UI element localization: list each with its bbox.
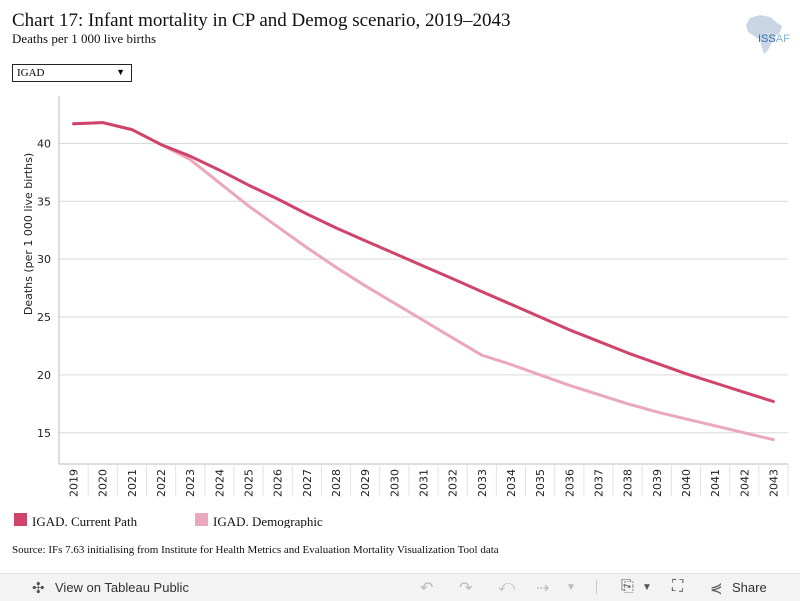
y-tick-label: 25 (37, 311, 51, 324)
legend-item-demographic[interactable]: IGAD. Demographic (195, 512, 365, 528)
x-tick-label: 2029 (359, 469, 372, 497)
tableau-toolbar: ✣ View on Tableau Public ↶ ↷ ⤺ ⇢ ▼ ⎘ ▼ ⛶… (0, 573, 800, 601)
legend-label-current-path: IGAD. Current Path (32, 514, 138, 528)
tableau-logo-icon: ✣ (32, 580, 45, 597)
undo-icon[interactable]: ↶ (420, 580, 434, 597)
x-tick-label: 2027 (301, 469, 314, 497)
legend-swatch-demographic (195, 513, 208, 526)
x-tick-label: 2023 (184, 469, 197, 497)
legend-label-demographic: IGAD. Demographic (213, 514, 323, 528)
x-tick-label: 2036 (563, 469, 576, 497)
x-tick-label: 2031 (418, 469, 431, 497)
download-icon[interactable]: ⎘ (621, 578, 634, 595)
chevron-down-icon: ▼ (116, 67, 125, 77)
y-tick-label: 20 (37, 369, 51, 382)
source-note: Source: IFs 7.63 initialising from Insti… (12, 544, 499, 556)
gridlines (59, 142, 788, 434)
y-tick-label: 15 (37, 427, 51, 440)
x-tick-label: 2040 (680, 469, 693, 497)
chart-subtitle: Deaths per 1 000 live births (12, 31, 157, 46)
share-icon: ⋞ (710, 580, 723, 597)
x-tick-label: 2034 (505, 469, 518, 497)
region-filter-dropdown[interactable]: IGAD ▼ (12, 64, 132, 82)
x-tick-label: 2021 (126, 469, 139, 497)
y-axis-label: Deaths (per 1 000 live births) (22, 153, 35, 315)
series-line-igad-current-path (72, 121, 775, 403)
x-tick-label: 2038 (622, 469, 635, 497)
iss-africa-logo (746, 15, 782, 54)
x-tick-label: 2039 (651, 469, 664, 497)
fullscreen-icon[interactable]: ⛶ (672, 578, 684, 595)
x-tick-label: 2030 (388, 469, 401, 497)
toolbar-divider (596, 580, 597, 594)
redo-icon[interactable]: ↷ (459, 580, 473, 597)
share-label: Share (732, 580, 767, 595)
logo-text: ISSAF (758, 33, 790, 45)
x-tick-label: 2035 (534, 469, 547, 497)
y-tick-label: 35 (37, 195, 51, 208)
x-tick-label: 2041 (709, 469, 722, 497)
x-tick-label: 2042 (738, 469, 751, 497)
chart-title: Chart 17: Infant mortality in CP and Dem… (12, 10, 511, 31)
legend-swatch-current-path (14, 513, 27, 526)
view-on-tableau-label: View on Tableau Public (55, 580, 189, 595)
x-tick-label: 2025 (243, 469, 256, 497)
series-line-igad-demographic (72, 121, 775, 442)
africa-map-icon (746, 15, 782, 54)
refresh-icon[interactable]: ⇢ (536, 580, 550, 597)
x-tick-label: 2019 (68, 469, 81, 497)
series-layer (72, 121, 775, 442)
y-tick-label: 30 (37, 253, 51, 266)
x-tick-label: 2022 (155, 469, 168, 497)
x-tick-label: 2024 (213, 469, 226, 497)
x-tick-label: 2032 (447, 469, 460, 497)
revert-icon[interactable]: ⤺ (498, 578, 516, 595)
x-tick-label: 2037 (592, 469, 605, 497)
x-tick-label: 2033 (476, 469, 489, 497)
x-tick-label: 2026 (272, 469, 285, 497)
dropdown-selected-value: IGAD (17, 67, 45, 79)
x-tick-label: 2043 (767, 469, 780, 497)
chevron-down-icon[interactable]: ▼ (642, 582, 652, 593)
x-tick-label: 2020 (97, 469, 110, 497)
chevron-down-icon[interactable]: ▼ (566, 582, 576, 593)
x-tick-label: 2028 (330, 469, 343, 497)
legend-item-current-path[interactable]: IGAD. Current Path (14, 512, 184, 528)
y-tick-label: 40 (37, 137, 51, 150)
